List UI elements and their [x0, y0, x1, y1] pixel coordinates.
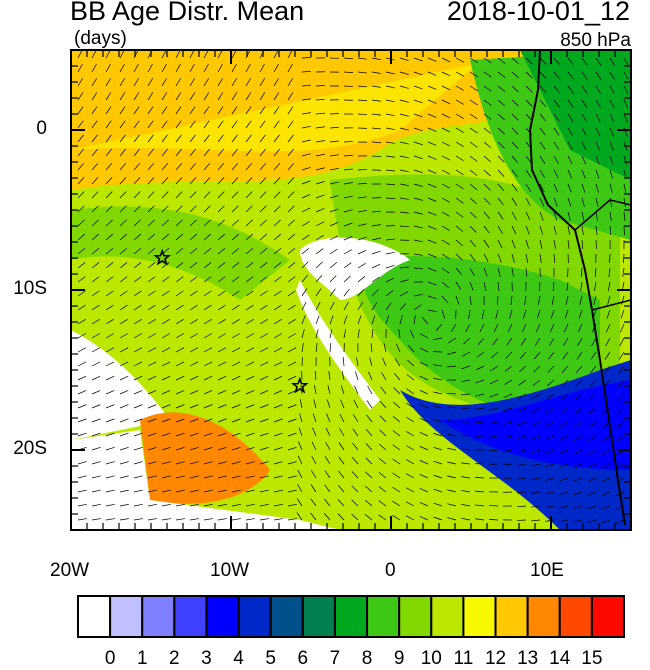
colorbar-swatch — [592, 596, 624, 637]
colorbar-swatch — [110, 596, 142, 637]
colorbar-swatch — [303, 596, 335, 637]
colorbar-swatch — [78, 596, 110, 637]
colorbar — [78, 596, 624, 637]
colorbar-swatch — [335, 596, 367, 637]
colorbar-swatch — [142, 596, 174, 637]
colorbar-swatch — [496, 596, 528, 637]
colorbar-swatch — [367, 596, 399, 637]
age-field — [71, 50, 631, 530]
colorbar-swatch — [463, 596, 495, 637]
colorbar-swatch — [528, 596, 560, 637]
colorbar-swatch — [174, 596, 206, 637]
colorbar-swatch — [206, 596, 238, 637]
colorbar-swatch — [239, 596, 271, 637]
colorbar-swatch — [431, 596, 463, 637]
colorbar-swatch — [560, 596, 592, 637]
colorbar-swatch — [399, 596, 431, 637]
colorbar-swatch — [271, 596, 303, 637]
